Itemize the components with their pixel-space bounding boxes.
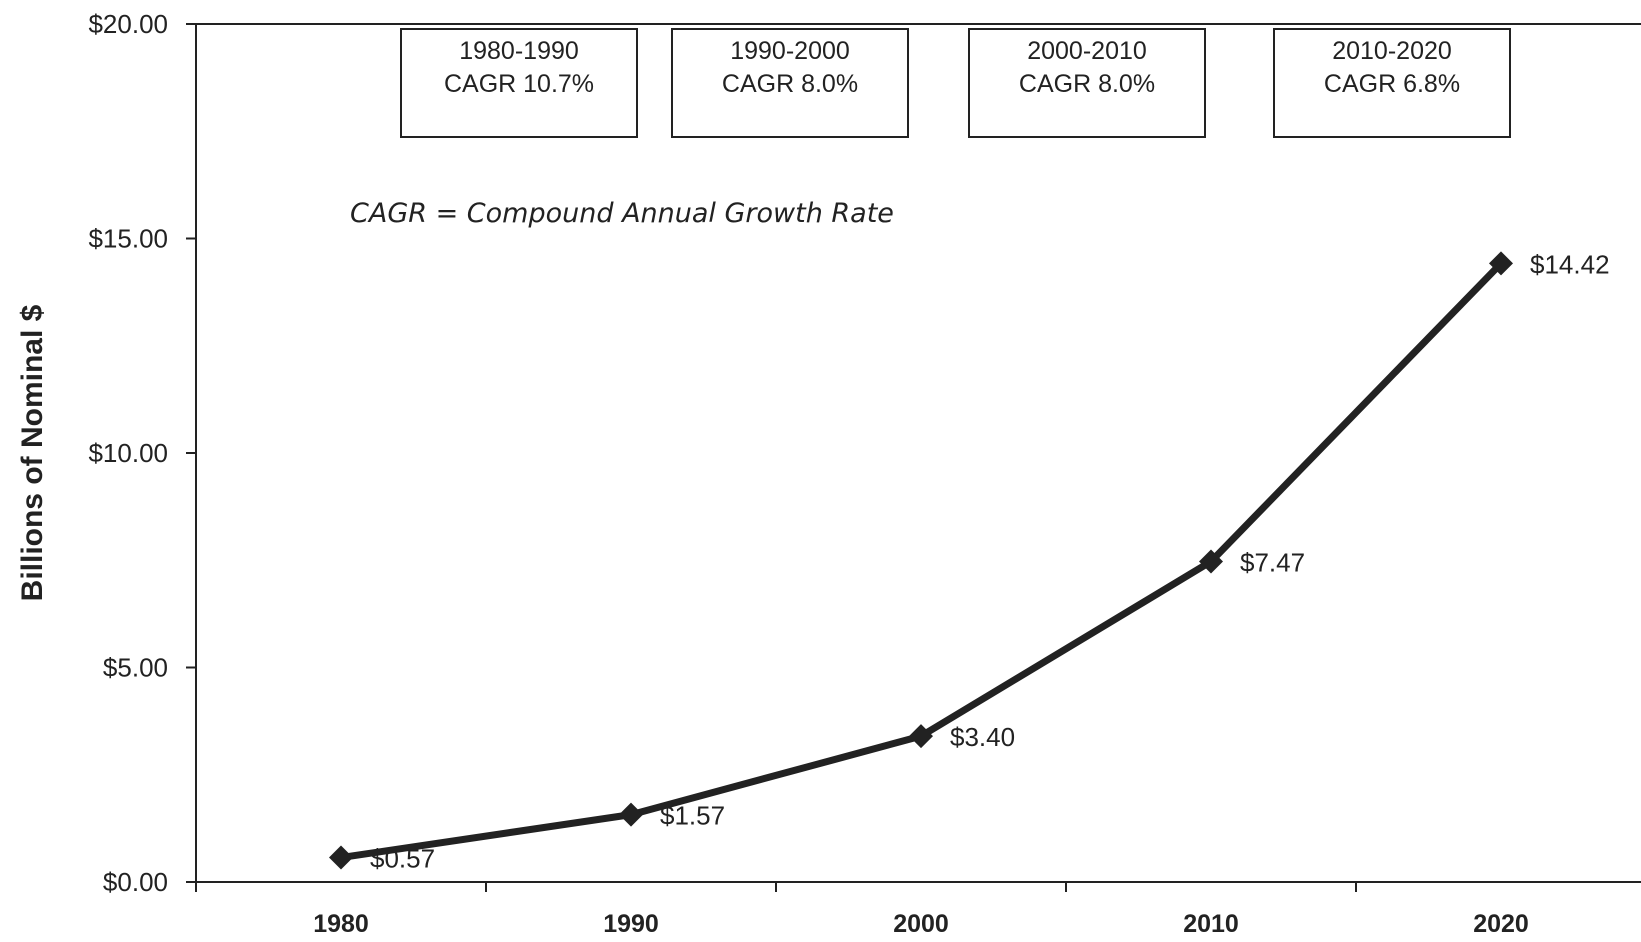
cagr-period-label: 2000-2010	[1027, 37, 1147, 65]
cagr-rate-label: CAGR 6.8%	[1324, 70, 1460, 98]
cagr-rate-label: CAGR 10.7%	[444, 70, 594, 98]
cagr-period-label: 2010-2020	[1332, 37, 1452, 65]
x-tick-label: 2010	[1183, 910, 1239, 938]
cagr-period-label: 1990-2000	[730, 37, 850, 65]
y-tick-label: $15.00	[88, 224, 168, 254]
cagr-box: 1990-2000 CAGR 8.0%	[672, 29, 908, 137]
y-tick-label: $10.00	[88, 438, 168, 468]
y-tick-label: $20.00	[88, 9, 168, 39]
x-tick-label: 1990	[603, 910, 659, 938]
data-label: $1.57	[660, 801, 725, 831]
y-axis-label: Billions of Nominal $	[16, 304, 49, 601]
cagr-box: 2010-2020 CAGR 6.8%	[1274, 29, 1510, 137]
y-tick-label: $0.00	[103, 867, 168, 897]
data-label: $3.40	[950, 722, 1015, 752]
cagr-rate-label: CAGR 8.0%	[1019, 70, 1155, 98]
cagr-period-label: 1980-1990	[459, 37, 579, 65]
y-tick-label: $5.00	[103, 653, 168, 683]
x-tick-label: 2020	[1473, 910, 1529, 938]
cagr-box: 2000-2010 CAGR 8.0%	[969, 29, 1205, 137]
data-point-marker	[329, 846, 353, 870]
x-tick-label: 1980	[313, 910, 369, 938]
data-point-marker	[619, 803, 643, 827]
cagr-rate-label: CAGR 8.0%	[722, 70, 858, 98]
cagr-box: 1980-1990 CAGR 10.7%	[401, 29, 637, 137]
data-label: $0.57	[370, 844, 435, 874]
data-label: $7.47	[1240, 548, 1305, 578]
x-tick-label: 2000	[893, 910, 949, 938]
cagr-note: CAGR = Compound Annual Growth Rate	[350, 198, 894, 229]
series-line	[341, 263, 1501, 857]
data-label: $14.42	[1530, 249, 1610, 279]
